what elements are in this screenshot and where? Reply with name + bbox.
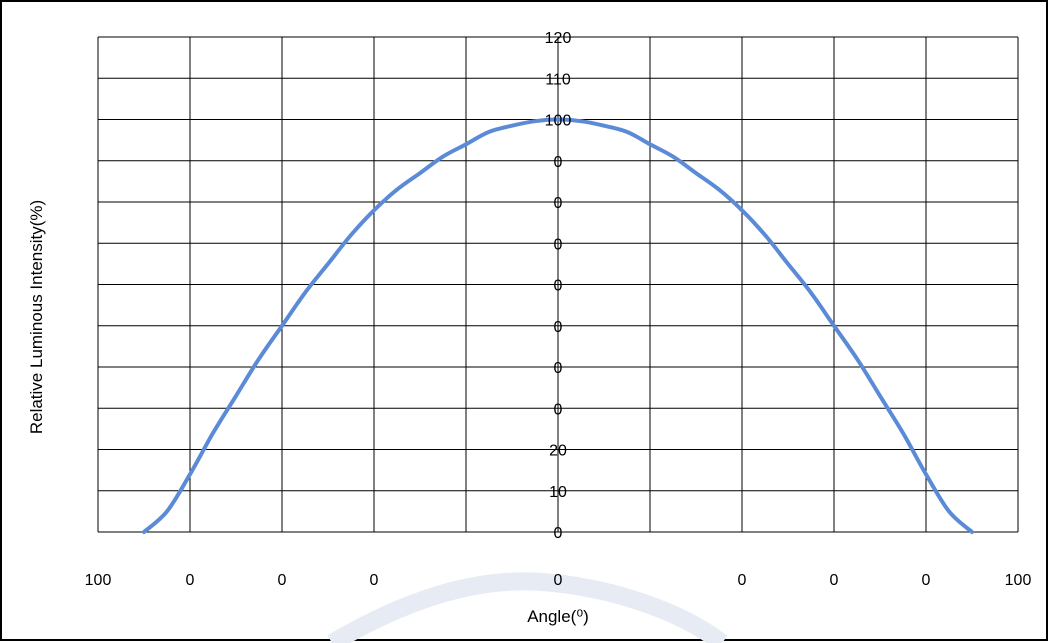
x-tick-label: 0: [554, 572, 563, 589]
y-tick-label: 0: [554, 360, 563, 377]
y-tick-label: 100: [545, 113, 572, 130]
x-tick-label: 0: [278, 572, 287, 589]
series-group: [142, 117, 974, 534]
y-tick-label: 0: [554, 319, 563, 336]
x-tick-label: 0: [830, 572, 839, 589]
y-tick-label: 20: [549, 443, 567, 460]
series-line: [142, 117, 974, 534]
y-tick-label: 0: [554, 525, 563, 542]
y-tick-label: 0: [554, 401, 563, 418]
watermark-arc: [327, 572, 728, 643]
y-tick-label: 0: [554, 278, 563, 295]
y-tick-label: 110: [545, 71, 571, 88]
y-tick-label: 0: [554, 195, 563, 212]
x-axis-title: Angle(⁰): [527, 607, 589, 626]
y-tick-label: 10: [549, 484, 567, 501]
x-tick-label: : [618, 572, 682, 589]
y-tick-label: 0: [554, 154, 563, 171]
x-tick-label: 100: [1005, 572, 1032, 589]
y-tick-label: 120: [545, 30, 572, 47]
x-tick-label: : [434, 572, 498, 589]
watermark-swoosh: [327, 572, 728, 643]
grid-lines: [97, 36, 1019, 533]
y-axis-title: Relative Luminous Intensity(%): [27, 200, 46, 434]
y-tick-label: 0: [554, 236, 563, 253]
x-tick-label: 100: [85, 572, 112, 589]
x-tick-labels: 100 0 0 0  0  0 0 0 100: [85, 572, 1032, 589]
x-tick-label: 0: [922, 572, 931, 589]
x-tick-label: 0: [738, 572, 747, 589]
x-tick-label: 0: [370, 572, 379, 589]
x-tick-label: 0: [186, 572, 195, 589]
y-tick-labels: 0 10 20 0 0 0 0 0 0 0 100 110 120: [545, 30, 572, 542]
